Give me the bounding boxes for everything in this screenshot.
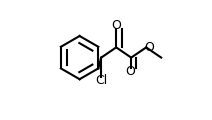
Text: O: O [144,41,154,54]
Text: Cl: Cl [95,74,107,87]
Text: O: O [126,65,135,78]
Text: O: O [111,19,121,32]
